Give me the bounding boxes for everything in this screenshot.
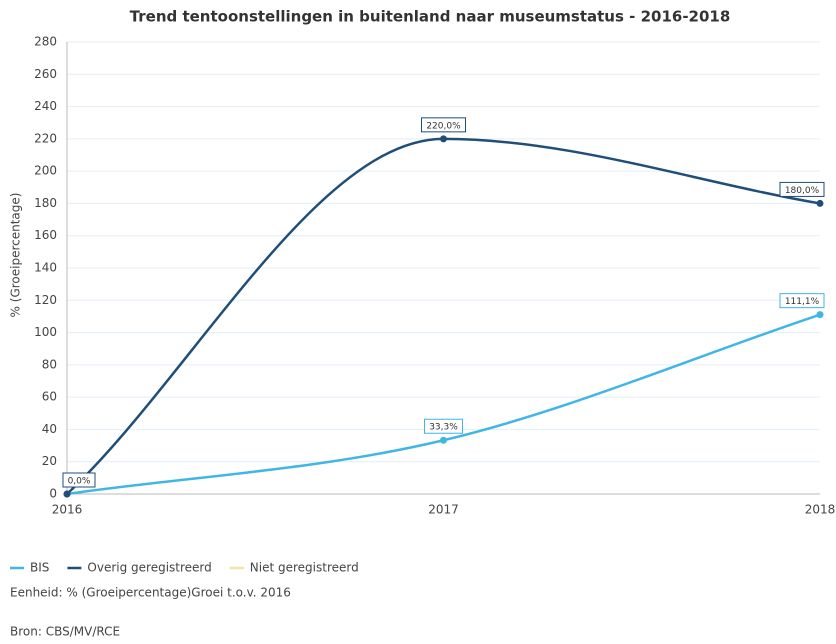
data-label-box — [779, 293, 825, 309]
data-point — [816, 199, 824, 207]
y-tick-label: 220 — [34, 131, 57, 145]
series-line — [66, 137, 821, 495]
y-tick-label: 240 — [34, 99, 57, 113]
data-label-box — [421, 117, 466, 133]
y-tick-label: 180 — [34, 196, 57, 210]
legend-label: Niet geregistreerd — [250, 561, 359, 575]
data-label: 180,0% — [785, 186, 820, 196]
y-tick-label: 200 — [34, 164, 57, 178]
data-label: 0,0% — [68, 477, 91, 487]
y-tick-label: 0 — [49, 487, 57, 501]
y-tick-label: 100 — [34, 325, 57, 339]
y-tick-label: 140 — [34, 261, 57, 275]
x-tick-label: 2017 — [428, 503, 459, 517]
data-point — [816, 311, 824, 319]
legend-label: BIS — [30, 561, 49, 575]
chart-title: Trend tentoonstellingen in buitenland na… — [130, 8, 731, 26]
y-tick-label: 60 — [42, 390, 57, 404]
data-point — [63, 490, 71, 498]
y-tick-label: 20 — [42, 454, 57, 468]
legend-label: Overig geregistreerd — [87, 561, 211, 575]
x-tick-label: 2016 — [52, 503, 83, 517]
data-point — [440, 135, 447, 143]
y-tick-label: 160 — [34, 228, 57, 242]
data-label-box — [424, 418, 463, 434]
y-tick-label: 80 — [42, 357, 57, 371]
y-tick-label: 280 — [34, 35, 57, 49]
data-label-box — [779, 181, 825, 197]
data-point — [440, 436, 447, 444]
y-tick-label: 120 — [34, 293, 57, 307]
y-axis-label: % (Groeipercentage) — [9, 193, 23, 318]
y-tick-label: 260 — [34, 67, 57, 81]
y-tick-label: 40 — [42, 422, 57, 436]
data-label: 220,0% — [426, 121, 461, 131]
data-label-box — [62, 472, 96, 488]
x-tick-label: 2018 — [805, 503, 836, 517]
unit-note: Eenheid: % (Groeipercentage)Groei t.o.v.… — [10, 586, 291, 600]
source: Bron: CBS/MV/RCE — [10, 625, 120, 639]
data-label: 111,1% — [785, 297, 820, 307]
series-line — [66, 313, 821, 496]
data-label: 33,3% — [429, 423, 458, 433]
